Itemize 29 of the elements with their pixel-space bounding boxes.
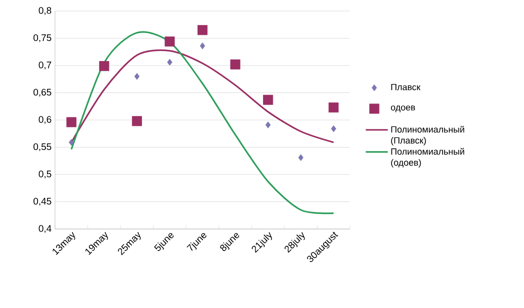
legend-label: Полиномиальный (Плавск): [391, 126, 464, 146]
point: [66, 117, 76, 128]
point: [265, 122, 271, 128]
legend-label: одоев: [390, 106, 416, 112]
y-tick-label: 0,8: [38, 7, 52, 15]
point: [99, 61, 110, 72]
y-tick-label: 0,65: [34, 88, 52, 97]
point: [328, 102, 339, 112]
point: [167, 58, 172, 66]
point: [134, 73, 140, 80]
point: [200, 42, 206, 50]
point: [198, 25, 208, 36]
point: [298, 154, 304, 162]
legend-label: Плавск: [391, 84, 420, 90]
y-tick-label: 0,5: [38, 170, 52, 178]
point: [132, 116, 142, 126]
point: [263, 94, 274, 105]
y-tick-label: 0,55: [34, 143, 52, 152]
point: [68, 138, 74, 146]
legend-label: Полиномиальный (одоев): [391, 148, 464, 168]
y-tick-label: 0,7: [38, 62, 52, 70]
y-tick-label: 0,4: [38, 225, 52, 233]
y-tick-label: 0,45: [34, 198, 52, 206]
y-tick-label: 0,75: [34, 34, 52, 42]
line-series: [70, 31, 334, 214]
point: [331, 125, 336, 132]
point: [164, 36, 175, 47]
y-tick-label: 0,6: [38, 116, 52, 124]
point: [230, 59, 240, 70]
